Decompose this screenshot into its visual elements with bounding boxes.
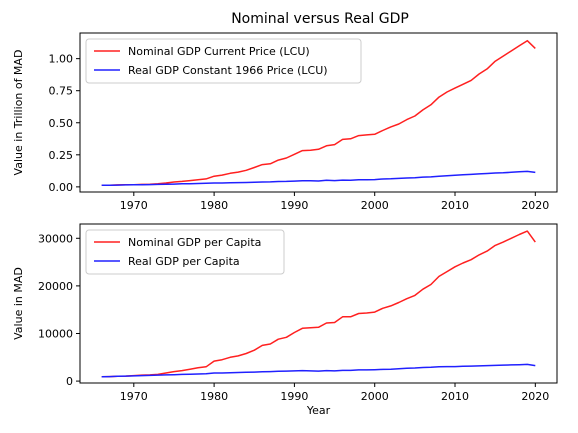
y-tick-label: 0 bbox=[66, 375, 73, 388]
x-tick-label: 1990 bbox=[280, 390, 308, 403]
series-line bbox=[101, 170, 536, 187]
x-tick-label: 2020 bbox=[521, 199, 549, 212]
x-tick-label: 2020 bbox=[521, 390, 549, 403]
legend-label: Real GDP Constant 1966 Price (LCU) bbox=[128, 64, 328, 77]
figure-title: Nominal versus Real GDP bbox=[231, 11, 409, 27]
plot-frame bbox=[79, 223, 558, 384]
top-panel: 1970 1980 1990 2000 2010 2020 0.00 0.25 0.50 0.75… bbox=[12, 32, 558, 212]
legend-label: Nominal GDP per Capita bbox=[128, 236, 261, 249]
y-tick-label: 0.00 bbox=[49, 181, 74, 194]
x-tick-label: 2010 bbox=[441, 199, 469, 212]
legend-box bbox=[85, 38, 362, 84]
legend-label: Real GDP per Capita bbox=[128, 255, 240, 268]
plot-frame bbox=[79, 32, 558, 193]
x-tick-label: 1970 bbox=[120, 199, 148, 212]
y-tick-label: 1.00 bbox=[49, 53, 74, 66]
series-line bbox=[101, 39, 536, 187]
y-axis-label: Value in MAD bbox=[12, 267, 25, 340]
x-tick-label: 1970 bbox=[120, 390, 148, 403]
y-tick-label: 0.75 bbox=[49, 85, 74, 98]
y-tick-label: 20000 bbox=[38, 280, 73, 293]
y-tick-label: 0.25 bbox=[49, 149, 74, 162]
y-tick-label: 10000 bbox=[38, 327, 73, 340]
series-line bbox=[101, 363, 536, 378]
bottom-panel: 1970 1980 1990 2000 2010 2020 0 10000 20000 30000… bbox=[12, 223, 558, 417]
x-tick-label: 1980 bbox=[200, 390, 228, 403]
x-tick-label: 2000 bbox=[361, 390, 389, 403]
x-tick-label: 1990 bbox=[280, 199, 308, 212]
x-tick-label: 2000 bbox=[361, 199, 389, 212]
y-tick-label: 30000 bbox=[38, 232, 73, 245]
x-tick-label: 1980 bbox=[200, 199, 228, 212]
legend-box bbox=[85, 229, 285, 275]
x-tick-label: 2010 bbox=[441, 390, 469, 403]
series-line bbox=[101, 230, 536, 378]
x-axis-label: Year bbox=[306, 404, 331, 417]
y-axis-label: Value in Trillion of MAD bbox=[12, 50, 25, 176]
legend-label: Nominal GDP Current Price (LCU) bbox=[128, 45, 310, 58]
y-tick-label: 0.50 bbox=[49, 117, 74, 130]
